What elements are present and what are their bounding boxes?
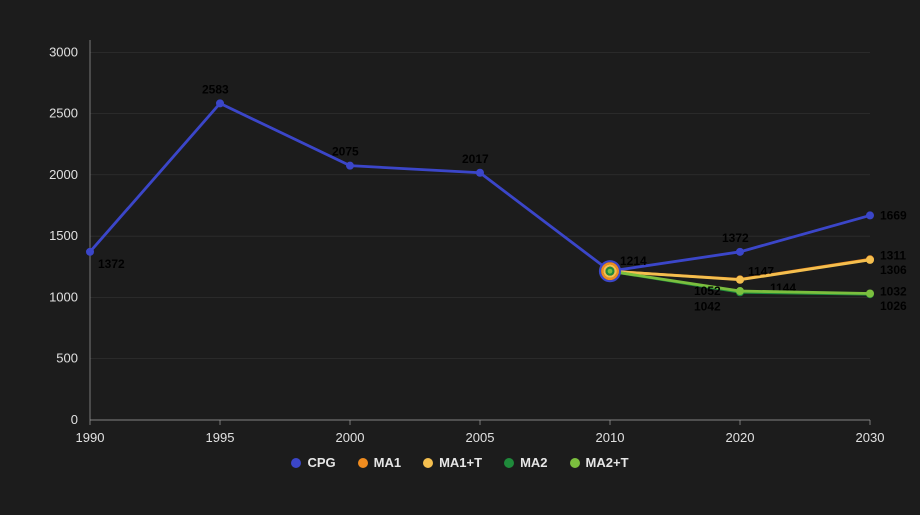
svg-text:2500: 2500 bbox=[49, 106, 78, 121]
svg-text:1990: 1990 bbox=[76, 430, 105, 445]
point-CPG-1990 bbox=[86, 248, 94, 256]
point-label-MA2-2020: 1042 bbox=[694, 299, 721, 313]
svg-text:500: 500 bbox=[56, 351, 78, 366]
svg-text:3000: 3000 bbox=[49, 44, 78, 59]
point-MA2+T-2020 bbox=[736, 287, 744, 295]
legend-dot-icon bbox=[570, 458, 580, 468]
legend-label: MA2 bbox=[520, 455, 547, 470]
svg-text:1500: 1500 bbox=[49, 228, 78, 243]
line-chart: 0 500 1000 1500 2000 2500 3000 1990 1995 2000 2005… bbox=[0, 0, 920, 515]
point-CPG-1995 bbox=[216, 99, 224, 107]
svg-text:1000: 1000 bbox=[49, 289, 78, 304]
legend-dot-icon bbox=[423, 458, 433, 468]
legend-label: MA2+T bbox=[586, 455, 629, 470]
point-MA2+T-2030 bbox=[866, 289, 874, 297]
point-label-CPG-2005: 2017 bbox=[462, 152, 489, 166]
legend-item-MA2: MA2 bbox=[504, 455, 547, 470]
point-label-MA2+T-2030: 1032 bbox=[880, 284, 907, 298]
legend-item-MA1: MA1 bbox=[358, 455, 401, 470]
point-label-MA2+T-2020: 1052 bbox=[694, 284, 721, 298]
point-CPG-2005 bbox=[476, 169, 484, 177]
svg-text:2000: 2000 bbox=[49, 167, 78, 182]
point-MA1+T-2030 bbox=[866, 256, 874, 264]
point-label-CPG-1990: 1372 bbox=[98, 257, 125, 271]
legend-dot-icon bbox=[358, 458, 368, 468]
point-label-MA1-2030: 1311 bbox=[880, 248, 906, 262]
chart-container: 0 500 1000 1500 2000 2500 3000 1990 1995 2000 2005… bbox=[0, 0, 920, 515]
legend-dot-icon bbox=[291, 458, 301, 468]
point-label-MA2-2030: 1026 bbox=[880, 299, 907, 313]
point-label-CPG-2010: 1214 bbox=[620, 254, 647, 268]
legend-label: CPG bbox=[307, 455, 335, 470]
legend-item-CPG: CPG bbox=[291, 455, 335, 470]
point-label-CPG-1995: 2583 bbox=[202, 82, 229, 96]
legend-item-MA2+T: MA2+T bbox=[570, 455, 629, 470]
point-CPG-2030 bbox=[866, 211, 874, 219]
svg-text:2030: 2030 bbox=[856, 430, 885, 445]
point-CPG-2020 bbox=[736, 248, 744, 256]
svg-text:2020: 2020 bbox=[726, 430, 755, 445]
legend: CPG MA1 MA1+T MA2 MA2+T bbox=[0, 455, 920, 470]
svg-text:2010: 2010 bbox=[596, 430, 625, 445]
point-CPG-2000 bbox=[346, 162, 354, 170]
series-CPG bbox=[90, 103, 870, 271]
legend-label: MA1 bbox=[374, 455, 401, 470]
legend-label: MA1+T bbox=[439, 455, 482, 470]
point-MA1+T-2020 bbox=[736, 276, 744, 284]
legend-dot-icon bbox=[504, 458, 514, 468]
svg-text:2005: 2005 bbox=[466, 430, 495, 445]
svg-text:1995: 1995 bbox=[206, 430, 235, 445]
point-label-MA1+T-2030: 1306 bbox=[880, 263, 907, 277]
point-label-CPG-2000: 2075 bbox=[332, 145, 359, 159]
point-label-CPG-2030: 1669 bbox=[880, 208, 907, 222]
point-label-CPG-2020: 1372 bbox=[722, 231, 749, 245]
svg-text:2000: 2000 bbox=[336, 430, 365, 445]
svg-text:0: 0 bbox=[71, 412, 78, 427]
legend-item-MA1+T: MA1+T bbox=[423, 455, 482, 470]
